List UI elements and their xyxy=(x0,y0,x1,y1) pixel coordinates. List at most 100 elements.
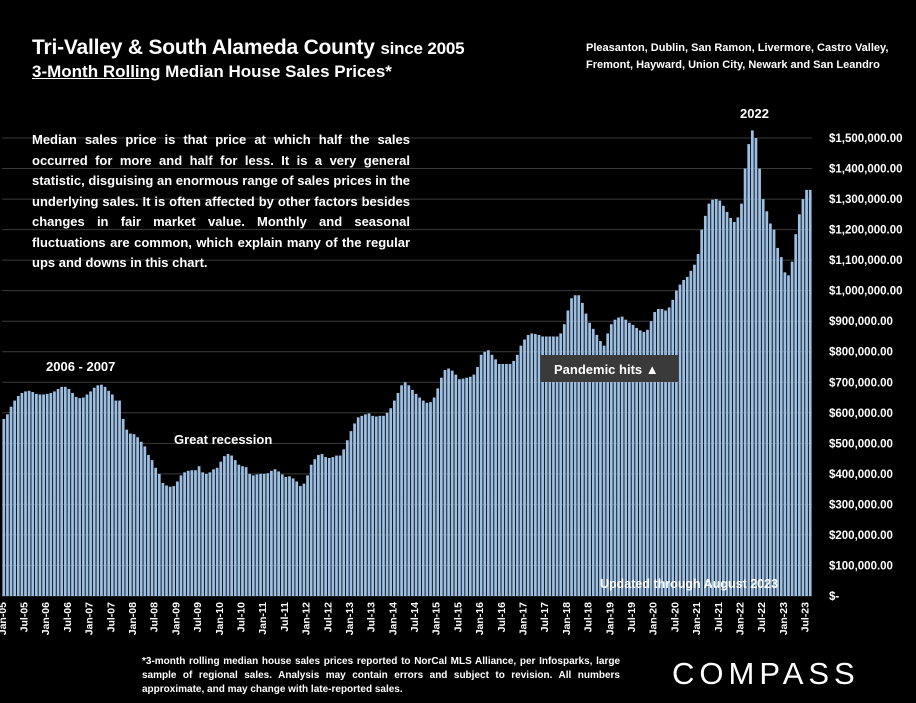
bar xyxy=(215,467,219,596)
bar xyxy=(172,486,176,596)
description-text: Median sales price is that price at whic… xyxy=(32,132,410,270)
bar xyxy=(642,331,646,596)
bar xyxy=(34,393,38,596)
bar xyxy=(743,168,747,597)
title-suffix: since 2005 xyxy=(380,39,465,58)
bar xyxy=(533,334,537,596)
x-tick-label: Jul-08 xyxy=(149,602,161,633)
bar xyxy=(2,418,6,596)
annotation-pandemic: Pandemic hits ▲ xyxy=(554,362,659,377)
bar xyxy=(573,295,577,596)
x-tick-label: Jul-20 xyxy=(669,602,681,633)
bar xyxy=(548,336,552,596)
bar xyxy=(378,415,382,596)
bar xyxy=(89,391,92,596)
bar xyxy=(779,257,783,596)
bar xyxy=(259,473,262,596)
bar xyxy=(421,400,425,596)
bar xyxy=(356,417,360,596)
bar xyxy=(660,308,664,596)
bar xyxy=(595,334,599,596)
y-tick-label: $300,000.00 xyxy=(829,499,893,511)
bar xyxy=(176,481,179,596)
bar xyxy=(382,415,385,596)
x-tick-label: Jul-05 xyxy=(19,602,31,633)
x-tick-label: Jan-08 xyxy=(127,602,139,635)
bar xyxy=(298,486,302,596)
bar xyxy=(729,217,733,597)
bar xyxy=(523,339,526,596)
bar xyxy=(74,396,78,596)
bar xyxy=(16,396,20,596)
bar xyxy=(465,377,469,596)
bar xyxy=(353,423,356,596)
bar xyxy=(566,310,570,596)
bar xyxy=(508,363,512,596)
bar xyxy=(624,319,628,596)
bar xyxy=(769,223,772,596)
bar xyxy=(794,234,798,596)
bar xyxy=(103,386,107,596)
bar xyxy=(313,459,317,596)
bar xyxy=(190,470,194,596)
bar xyxy=(631,324,635,596)
bar xyxy=(284,476,288,596)
bar xyxy=(317,454,320,596)
bar xyxy=(13,400,17,596)
bar xyxy=(620,316,624,596)
bar xyxy=(262,473,266,596)
bar xyxy=(649,321,653,596)
bar xyxy=(270,470,273,596)
bar xyxy=(591,328,595,596)
bar xyxy=(110,394,114,596)
bar xyxy=(63,386,67,596)
bar xyxy=(114,400,118,596)
bar xyxy=(772,229,776,596)
bar xyxy=(718,200,722,597)
x-tick-label: Jul-23 xyxy=(800,602,812,633)
bar xyxy=(38,394,42,596)
bar xyxy=(219,461,223,596)
bar xyxy=(693,264,696,596)
bar xyxy=(306,475,309,596)
y-tick-label: $1,100,000.00 xyxy=(829,255,903,267)
bar xyxy=(400,385,403,596)
bar xyxy=(599,341,602,596)
bar xyxy=(476,367,479,596)
bar xyxy=(635,327,638,596)
bar xyxy=(689,270,693,596)
bar xyxy=(331,457,335,596)
bar xyxy=(486,350,490,596)
bar xyxy=(707,203,711,596)
bar xyxy=(161,483,165,596)
y-tick-label: $500,000.00 xyxy=(829,438,893,450)
bar xyxy=(132,434,136,596)
x-tick-label: Jul-19 xyxy=(626,602,638,633)
bar xyxy=(168,486,172,596)
bar xyxy=(266,473,270,596)
bar xyxy=(154,467,158,596)
bar xyxy=(223,456,226,596)
annotation-2022: 2022 xyxy=(740,106,769,121)
bar xyxy=(617,317,620,596)
bar xyxy=(512,360,516,596)
bar xyxy=(45,393,49,596)
y-tick-label: $1,300,000.00 xyxy=(829,194,903,206)
bar xyxy=(56,388,60,596)
x-tick-label: Jan-15 xyxy=(431,602,443,635)
bar xyxy=(664,310,667,596)
bar xyxy=(241,466,244,596)
bar xyxy=(385,412,389,596)
bar xyxy=(342,449,346,596)
bar xyxy=(750,130,754,596)
footnote: *3-month rolling median house sales pric… xyxy=(142,656,620,695)
bar xyxy=(429,402,432,596)
annotation-updated: Updated through August 2023 xyxy=(600,577,778,591)
bar xyxy=(725,211,729,596)
bar xyxy=(732,221,736,596)
bar xyxy=(324,457,328,596)
bar xyxy=(360,415,364,596)
x-tick-label: Jan-12 xyxy=(301,602,313,635)
bar xyxy=(179,475,183,596)
bar xyxy=(392,400,396,596)
